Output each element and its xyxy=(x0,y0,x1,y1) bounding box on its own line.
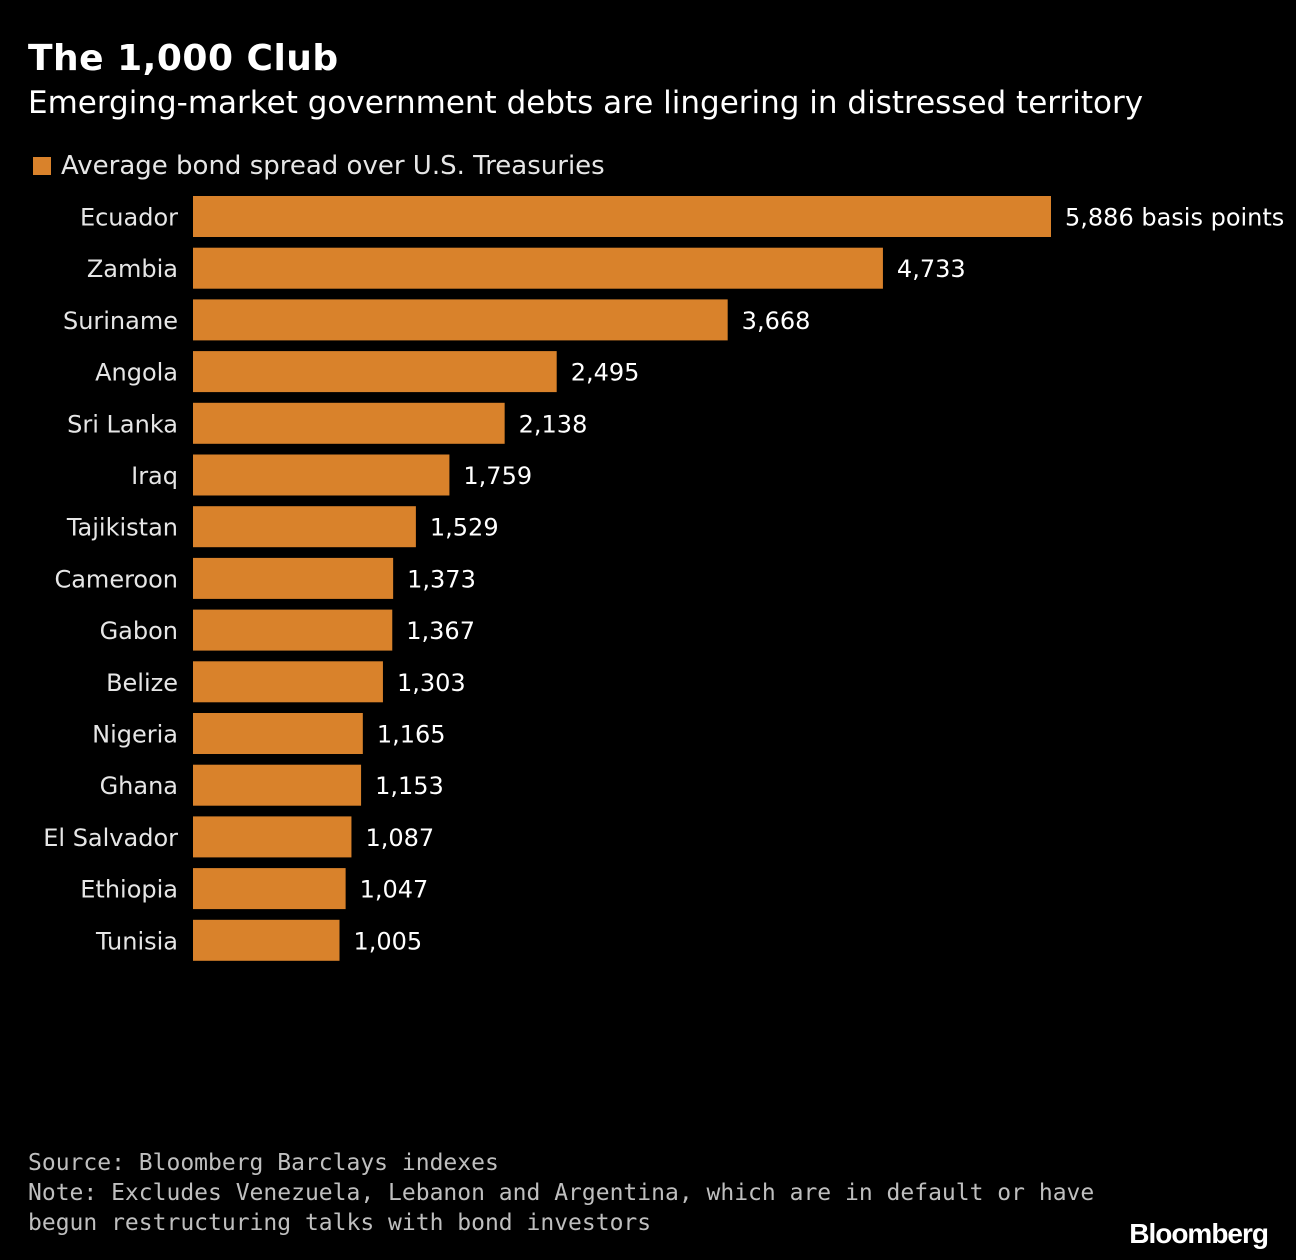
bar xyxy=(193,247,883,289)
category-label: Belize xyxy=(106,669,178,697)
category-label: Ethiopia xyxy=(80,876,178,904)
footer: Source: Bloomberg Barclays indexes Note:… xyxy=(28,1148,1095,1238)
legend-label: Average bond spread over U.S. Treasuries xyxy=(61,151,605,181)
bar xyxy=(193,557,394,599)
category-label: Gabon xyxy=(100,617,178,645)
category-label: Tajikistan xyxy=(66,514,178,542)
source-note: Source: Bloomberg Barclays indexes xyxy=(28,1150,499,1176)
category-label: Cameroon xyxy=(54,565,178,593)
value-label: 1,047 xyxy=(360,876,429,904)
value-label: 2,495 xyxy=(571,359,640,387)
bloomberg-logo: Bloomberg xyxy=(1129,1218,1269,1249)
bar xyxy=(193,764,362,806)
value-label: 1,153 xyxy=(375,772,444,800)
category-label: El Salvador xyxy=(43,824,178,852)
bar xyxy=(193,402,505,444)
category-label: Nigeria xyxy=(92,721,178,749)
bar xyxy=(193,661,383,703)
chart-title: The 1,000 Club xyxy=(28,38,339,79)
value-label: 3,668 xyxy=(742,307,811,335)
exclusion-note-line-2: begun restructuring talks with bond inve… xyxy=(28,1210,652,1236)
bar xyxy=(193,196,1051,237)
exclusion-note-line-1: Note: Excludes Venezuela, Lebanon and Ar… xyxy=(28,1180,1095,1206)
value-label: 5,886 basis points xyxy=(1065,204,1284,232)
category-label: Ecuador xyxy=(80,204,178,232)
bar xyxy=(193,816,352,858)
legend-swatch xyxy=(33,157,51,175)
category-label: Tunisia xyxy=(95,927,178,955)
legend: Average bond spread over U.S. Treasuries xyxy=(33,151,605,181)
category-label: Suriname xyxy=(63,307,178,335)
value-label: 4,733 xyxy=(897,255,966,283)
category-label: Angola xyxy=(95,359,178,387)
bar xyxy=(193,919,340,961)
value-label: 1,165 xyxy=(377,721,446,749)
bar xyxy=(193,454,450,496)
category-label: Iraq xyxy=(131,462,178,490)
bar xyxy=(193,351,557,393)
value-label: 1,367 xyxy=(406,617,475,645)
chart-subtitle: Emerging-market government debts are lin… xyxy=(28,85,1144,121)
bar xyxy=(193,868,346,910)
category-label: Sri Lanka xyxy=(67,410,178,438)
bar xyxy=(193,713,363,754)
category-label: Ghana xyxy=(100,772,178,800)
value-label: 1,303 xyxy=(397,669,466,697)
value-label: 1,759 xyxy=(463,462,532,490)
bar-chart: Ecuador 5,886 basis points Zambia 4,733 Suri… xyxy=(43,196,1284,961)
bar xyxy=(193,299,728,341)
value-label: 1,373 xyxy=(407,565,476,593)
bar xyxy=(193,506,416,548)
bar xyxy=(193,609,393,651)
value-label: 2,138 xyxy=(519,410,588,438)
value-label: 1,529 xyxy=(430,514,499,542)
category-label: Zambia xyxy=(87,255,178,283)
value-label: 1,087 xyxy=(365,824,434,852)
value-label: 1,005 xyxy=(353,927,422,955)
